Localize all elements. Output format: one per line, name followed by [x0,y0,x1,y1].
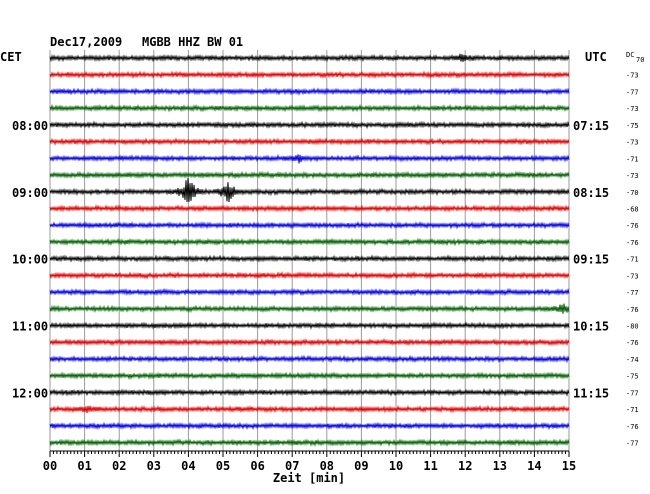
left-hour-label-0800: 08:00 [12,119,48,133]
dc-offset-8: -70 [626,189,639,197]
trace-3 [49,103,570,113]
dc-offset-23: -77 [626,440,639,448]
trace-10 [49,220,570,230]
trace-2 [49,87,570,96]
dc-offset-3: -73 [626,105,639,113]
trace-6 [49,153,570,164]
x-tick-label-15: 15 [562,459,576,473]
time-grid [49,50,570,452]
chart-station: MGBB HHZ BW 01 [142,35,243,49]
left-hour-label-0900: 09:00 [12,186,48,200]
trace-8 [49,178,570,203]
dc-offset-6: -71 [626,155,639,163]
left-timezone-label: CET [0,50,22,64]
dc-offset-16: -80 [626,323,639,331]
trace-13 [49,270,570,280]
dc-offset-7: -73 [626,172,639,180]
x-tick-label-14: 14 [527,459,541,473]
x-tick-label-02: 02 [112,459,126,473]
x-tick-label-03: 03 [147,459,161,473]
dc-offset-22: -76 [626,423,639,431]
dc-offset-5: -73 [626,139,639,147]
dc-offset-4: -75 [626,122,639,130]
x-tick-label-09: 09 [354,459,368,473]
trace-9 [49,204,570,213]
dc-offset-14: -77 [626,289,639,297]
dc-offset-11: -76 [626,239,639,247]
x-tick-label-07: 07 [285,459,299,473]
x-tick-label-04: 04 [181,459,195,473]
trace-15 [49,303,570,314]
right-hour-label-0915: 09:15 [573,253,609,267]
x-tick-label-10: 10 [389,459,403,473]
trace-18 [49,354,570,364]
left-hour-label-1100: 11:00 [12,320,48,334]
trace-17 [49,337,570,347]
right-hour-label-1115: 11:15 [573,386,609,400]
dc-offset-9: -68 [626,205,639,213]
right-hour-label-0715: 07:15 [573,119,609,133]
dc-offset-13: -73 [626,272,639,280]
right-hour-label-0815: 08:15 [573,186,609,200]
x-tick-label-01: 01 [77,459,91,473]
trace-11 [49,237,570,247]
trace-21 [49,404,570,414]
x-axis: 00 01 02 03 04 05 06 07 08 09 10 11 12 13 14 15 [43,451,576,473]
right-hour-label-1015: 10:15 [573,320,609,334]
trace-5 [49,137,570,146]
x-axis-title: Zeit [min] [273,471,345,485]
dc-first-value: 70 [636,56,644,64]
trace-0 [49,53,570,63]
dc-header-label: DC [626,51,634,59]
x-tick-label-12: 12 [458,459,472,473]
x-tick-label-08: 08 [320,459,334,473]
x-tick-label-11: 11 [423,459,437,473]
trace-22 [49,421,570,431]
dc-offset-12: -71 [626,256,639,264]
trace-20 [49,388,570,397]
dc-offset-17: -76 [626,339,639,347]
chart-labels: 08:00 09:00 10:00 11:00 12:00 07:15 08:15 09:15… [12,72,639,448]
dc-offset-2: -77 [626,88,639,96]
seismic-traces [49,53,570,447]
x-tick-label-06: 06 [250,459,264,473]
trace-19 [49,371,570,381]
right-timezone-label: UTC [585,50,607,64]
trace-23 [49,438,570,447]
x-tick-label-00: 00 [43,459,57,473]
left-hour-label-1000: 10:00 [12,253,48,267]
dc-offset-21: -71 [626,406,639,414]
trace-1 [49,70,570,79]
dc-offset-10: -76 [626,222,639,230]
trace-12 [49,254,570,263]
chart-date: Dec17,2009 [50,35,122,49]
trace-4 [49,120,570,130]
dc-offset-19: -75 [626,373,639,381]
dc-offset-18: -74 [626,356,639,364]
x-tick-label-13: 13 [493,459,507,473]
left-hour-label-1200: 12:00 [12,386,48,400]
dc-offset-15: -76 [626,306,639,314]
trace-14 [49,287,570,297]
x-tick-label-05: 05 [216,459,230,473]
dc-offset-1: -73 [626,72,639,80]
trace-16 [49,321,570,330]
dc-offset-20: -77 [626,389,639,397]
trace-7 [49,170,570,180]
